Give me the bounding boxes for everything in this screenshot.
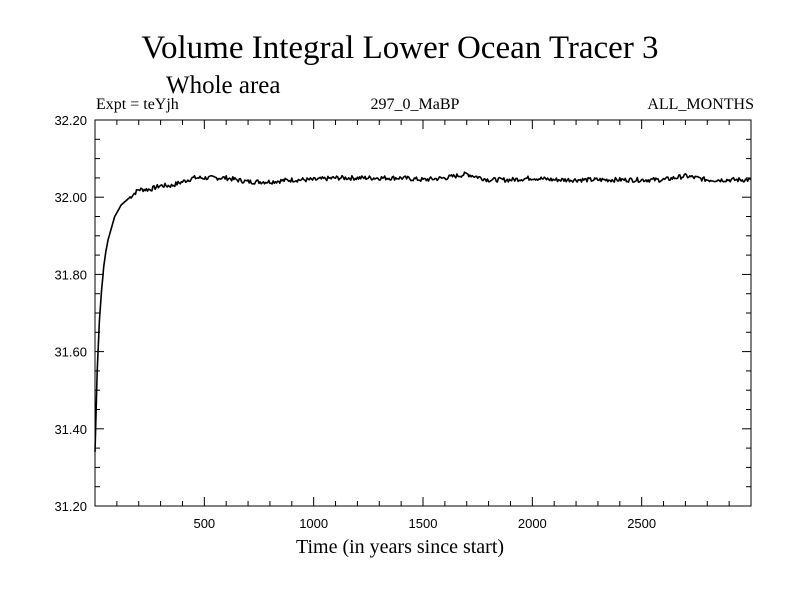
y-tick-label: 31.80 xyxy=(54,267,87,282)
y-tick-label: 31.20 xyxy=(54,499,87,514)
x-tick-label: 1000 xyxy=(299,516,328,531)
x-tick-label: 1500 xyxy=(409,516,438,531)
y-tick-label: 31.60 xyxy=(54,345,87,360)
y-tick-label: 32.00 xyxy=(54,190,87,205)
series-line xyxy=(94,171,752,453)
months-label: ALL_MONTHS xyxy=(647,96,754,113)
run-label: 297_0_MaBP xyxy=(370,96,460,113)
x-tick-label: 500 xyxy=(193,516,215,531)
y-tick-label: 31.40 xyxy=(54,422,87,437)
x-tick-label: 2500 xyxy=(627,516,656,531)
experiment-label: Expt = teYjh xyxy=(96,96,179,113)
x-tick-label: 2000 xyxy=(518,516,547,531)
chart-subtitle: Whole area xyxy=(166,72,281,99)
chart-title: Volume Integral Lower Ocean Tracer 3 xyxy=(141,30,659,66)
x-axis-label: Time (in years since start) xyxy=(295,536,505,558)
y-tick-label: 32.20 xyxy=(54,113,87,128)
